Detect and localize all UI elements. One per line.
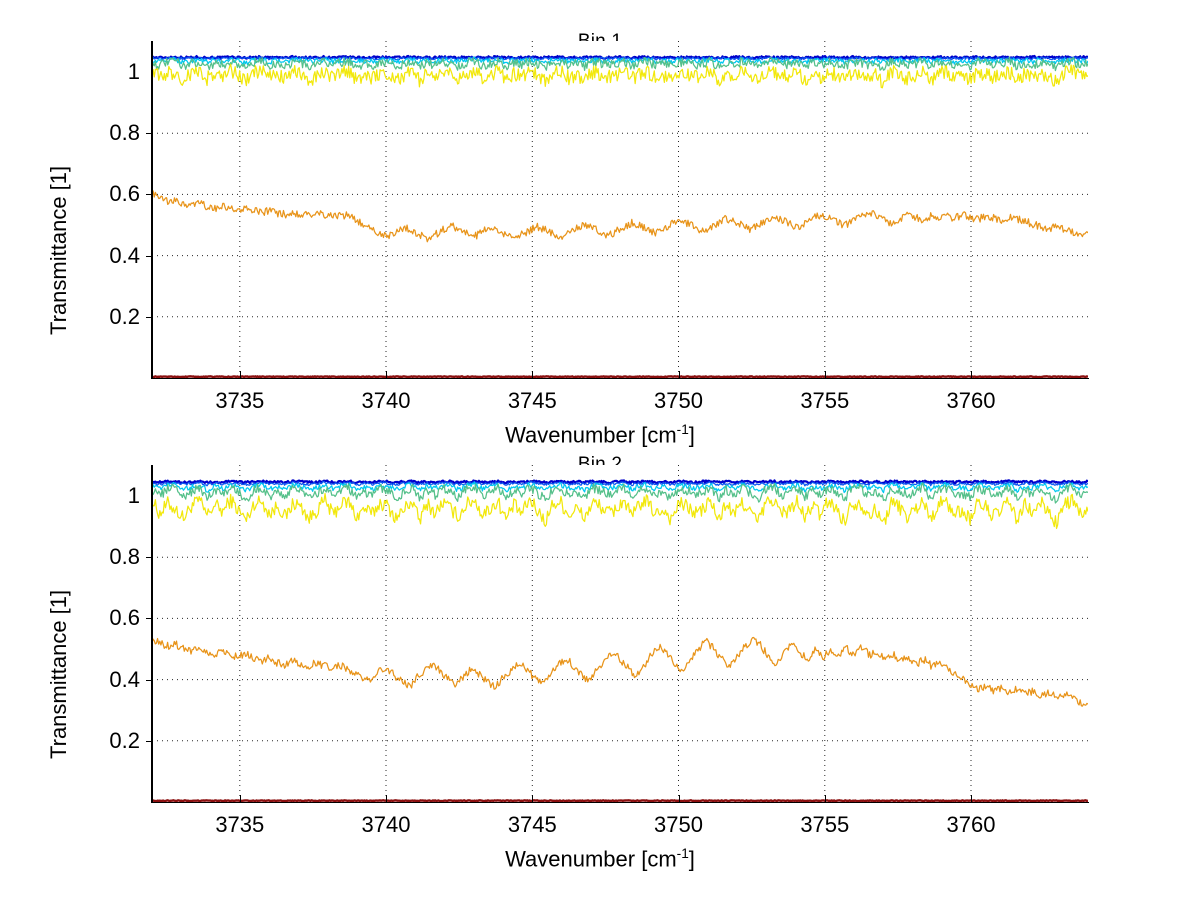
data-series-trace-yellow bbox=[152, 63, 1088, 89]
x-tick-label: 3750 bbox=[654, 812, 703, 837]
x-tick-mark bbox=[824, 371, 826, 378]
y-tick-mark bbox=[146, 316, 152, 318]
x-axis-label-exponent: -1 bbox=[676, 846, 689, 861]
data-series-trace-darkred bbox=[152, 375, 1088, 378]
x-axis-line-bin-1 bbox=[151, 377, 1089, 380]
y-tick-mark bbox=[146, 557, 152, 559]
data-series-trace-blue bbox=[152, 56, 1088, 61]
plot-svg-bin-1 bbox=[152, 41, 1088, 378]
subplot-bin-2: Bin 2 Transmittance [1] 1 0.8 0.6 0.4 0.… bbox=[0, 422, 1200, 901]
y-tick-mark bbox=[146, 740, 152, 742]
y-tick-mark bbox=[146, 133, 152, 135]
x-tick-label: 3755 bbox=[800, 388, 850, 413]
data-series-trace-darkred bbox=[152, 799, 1088, 802]
y-tick-label: 0.6 bbox=[109, 181, 140, 207]
y-axis-line-bin-2 bbox=[151, 465, 153, 803]
x-tick-label: 3745 bbox=[507, 812, 557, 837]
x-tick-label: 3760 bbox=[946, 812, 996, 837]
x-axis-label-tail: ] bbox=[688, 846, 695, 872]
x-tick-label: 3755 bbox=[800, 812, 850, 837]
data-series-trace-blue bbox=[152, 480, 1088, 487]
grid-lines-bin-2 bbox=[152, 465, 1088, 802]
x-tick-mark bbox=[386, 371, 387, 378]
data-traces-bin-2 bbox=[152, 479, 1088, 802]
y-tick-label: 1 bbox=[127, 483, 140, 508]
data-series-trace-green bbox=[152, 56, 1088, 72]
y-tick-mark bbox=[146, 679, 152, 681]
x-axis-label-exponent: -1 bbox=[676, 422, 689, 437]
y-tick-label: 0.4 bbox=[109, 666, 140, 692]
x-tick-label: 3760 bbox=[946, 388, 996, 413]
x-tick-mark bbox=[678, 371, 680, 378]
y-tick-label: 1 bbox=[127, 59, 140, 84]
x-axis-label-bin-1: Wavenumber [cm-1] bbox=[0, 422, 1200, 448]
x-tick-label: 3750 bbox=[654, 388, 703, 413]
x-axis-label-text: Wavenumber [cm bbox=[505, 422, 677, 448]
x-axis-line-bin-2 bbox=[151, 801, 1089, 804]
data-series-trace-yellow bbox=[152, 492, 1088, 530]
x-tick-mark bbox=[678, 795, 680, 802]
y-tick-mark bbox=[146, 255, 152, 257]
y-tick-label: 0.8 bbox=[109, 544, 140, 570]
x-tick-label: 3735 bbox=[215, 388, 265, 413]
x-axis-label-tail: ] bbox=[688, 422, 695, 448]
x-tick-label: 3740 bbox=[361, 812, 411, 837]
data-series-trace-green bbox=[152, 482, 1088, 504]
y-tick-label: 0.2 bbox=[109, 727, 140, 753]
data-series-trace-orange bbox=[152, 190, 1088, 243]
y-axis-line-bin-1 bbox=[151, 41, 153, 379]
data-series-trace-cyan bbox=[152, 481, 1088, 494]
subplot-bin-1: Bin 1 Transmittance [1] 1 0.8 0.6 0.4 0.… bbox=[0, 0, 1200, 450]
y-tick-label: 0.6 bbox=[109, 605, 140, 631]
y-tick-mark bbox=[146, 194, 152, 196]
x-tick-label: 3735 bbox=[215, 812, 265, 837]
data-series-trace-orange bbox=[152, 636, 1088, 707]
x-tick-mark bbox=[239, 371, 241, 378]
x-tick-label: 3745 bbox=[507, 388, 557, 413]
x-tick-mark bbox=[971, 371, 972, 378]
x-tick-mark bbox=[971, 795, 972, 802]
x-axis-label-bin-2: Wavenumber [cm-1] bbox=[0, 846, 1200, 872]
x-tick-mark bbox=[532, 371, 534, 378]
x-tick-mark bbox=[386, 795, 387, 802]
x-axis-label-text: Wavenumber [cm bbox=[505, 846, 677, 872]
x-tick-label: 3740 bbox=[361, 388, 411, 413]
y-tick-mark bbox=[146, 618, 152, 620]
y-tick-label: 0.4 bbox=[109, 242, 140, 268]
x-tick-mark bbox=[239, 795, 241, 802]
plot-area-bin-2 bbox=[152, 465, 1088, 802]
y-tick-label: 0.8 bbox=[109, 120, 140, 146]
plot-area-bin-1 bbox=[152, 41, 1088, 378]
x-tick-mark bbox=[824, 795, 826, 802]
y-tick-label: 0.2 bbox=[109, 303, 140, 329]
grid-lines-bin-1 bbox=[152, 41, 1088, 378]
plot-svg-bin-2 bbox=[152, 465, 1088, 802]
x-tick-mark bbox=[532, 795, 534, 802]
data-traces-bin-1 bbox=[152, 54, 1088, 378]
